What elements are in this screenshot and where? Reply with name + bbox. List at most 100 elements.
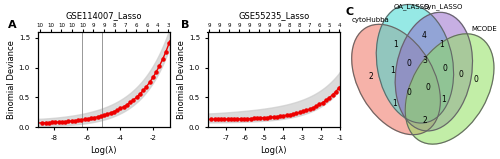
Point [325,96,333,99]
Point [104,113,112,115]
Point [87,117,95,120]
Point [42,121,50,124]
Text: C: C [346,7,354,17]
Point [100,114,108,116]
Point [328,93,336,96]
Text: 1: 1 [441,95,446,104]
Point [71,119,79,122]
Point [220,118,228,121]
Point [94,116,102,118]
Text: B: B [181,20,190,30]
X-axis label: Log(λ): Log(λ) [260,146,287,155]
Point [227,118,235,120]
Point [68,120,76,122]
Point [318,101,326,104]
Point [306,108,314,111]
Point [214,118,222,121]
Point [246,117,254,120]
Point [260,117,268,119]
Text: 2: 2 [422,116,427,125]
Text: 0: 0 [406,88,411,97]
Point [64,120,72,123]
Text: 1: 1 [394,40,398,49]
Point [210,118,218,121]
Point [38,122,46,124]
Point [152,71,160,73]
Point [74,119,82,121]
Point [266,116,274,119]
Point [54,121,62,123]
Point [97,115,105,117]
Point [142,85,150,88]
Point [234,118,241,120]
Point [289,113,297,115]
Point [244,117,252,120]
Point [230,118,238,120]
Text: 0: 0 [458,70,463,79]
Text: 0: 0 [474,75,479,84]
X-axis label: Log(λ): Log(λ) [90,146,117,155]
Point [110,110,118,113]
Point [132,96,140,98]
Point [120,105,128,108]
Point [45,121,53,124]
Point [299,110,307,113]
Point [162,50,170,53]
Point [80,118,88,121]
Point [302,109,310,112]
Point [106,112,114,114]
Point [280,114,287,117]
Point [263,116,271,119]
Text: Syn_LASSO: Syn_LASSO [424,4,463,10]
Point [113,109,121,111]
Point [58,121,66,123]
Point [126,101,134,104]
Point [296,111,304,114]
Point [146,81,154,83]
Text: cytoHubba: cytoHubba [352,17,390,23]
Point [253,117,261,120]
Y-axis label: Binomial Deviance: Binomial Deviance [7,40,16,119]
Point [208,118,216,121]
Point [237,118,245,120]
Point [292,112,300,114]
Text: 0: 0 [406,59,411,68]
Point [256,117,264,119]
Point [335,86,343,89]
Text: 1: 1 [390,66,396,75]
Point [282,114,290,117]
Point [250,117,258,120]
Point [156,65,164,67]
Point [273,115,281,118]
Point [136,93,144,95]
Point [158,58,166,60]
Point [90,116,98,119]
Title: GSE114007_Lasso: GSE114007_Lasso [66,11,142,20]
Point [48,121,56,124]
Point [276,115,284,118]
Point [139,89,147,92]
Point [240,118,248,120]
Point [286,113,294,116]
Point [332,90,340,93]
Text: 1: 1 [440,40,444,49]
Point [224,118,232,121]
Point [270,116,278,118]
Text: 2: 2 [368,72,373,81]
Ellipse shape [395,12,472,131]
Point [316,103,324,106]
Point [322,99,330,101]
Y-axis label: Binomial Deviance: Binomial Deviance [177,40,186,119]
Text: OA_LASSO: OA_LASSO [394,4,430,10]
Text: 0: 0 [425,83,430,92]
Ellipse shape [376,4,454,123]
Point [165,42,173,44]
Point [61,120,69,123]
Text: 1: 1 [392,99,397,108]
Point [309,107,317,109]
Ellipse shape [352,24,440,135]
Text: A: A [8,20,17,30]
Point [116,107,124,110]
Point [217,118,225,121]
Text: 0: 0 [442,64,448,73]
